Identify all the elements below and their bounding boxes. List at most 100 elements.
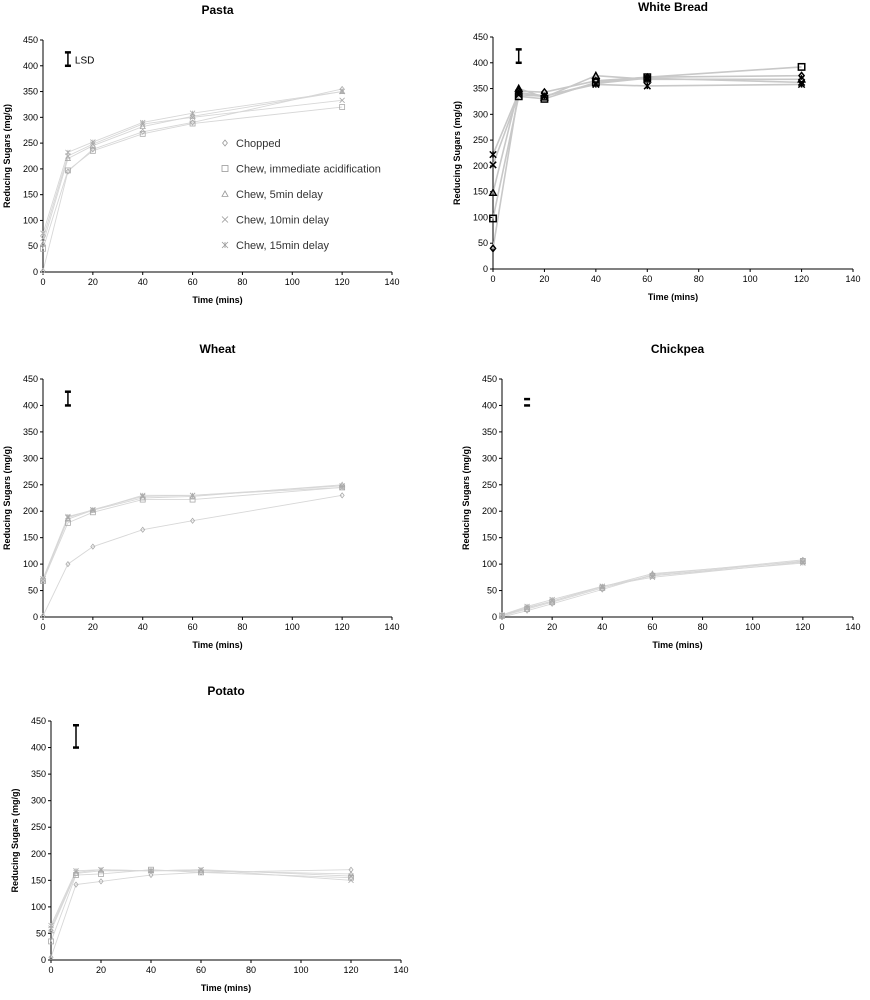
x-tick-label: 120 <box>335 277 350 287</box>
data-point-star <box>148 867 154 874</box>
data-point-triangle <box>64 155 72 161</box>
x-tick-label: 60 <box>642 274 652 284</box>
x-tick-label: 60 <box>188 277 198 287</box>
chart-title: Potato <box>207 684 244 698</box>
data-point-star <box>198 866 204 873</box>
lsd-label: LSD <box>75 55 94 66</box>
data-point-square <box>221 165 229 172</box>
data-point-triangle <box>591 70 601 79</box>
x-tick-label: 20 <box>88 622 98 632</box>
x-tick-label: 120 <box>795 622 810 632</box>
y-tick-label: 200 <box>482 506 497 516</box>
y-tick-label: 300 <box>482 453 497 463</box>
data-point-diamond <box>190 517 196 524</box>
y-tick-label: 0 <box>483 264 488 274</box>
y-tick-label: 0 <box>33 267 38 277</box>
data-point-diamond <box>489 243 497 253</box>
y-tick-label: 450 <box>473 32 488 42</box>
data-point-x <box>221 216 229 223</box>
data-point-x <box>348 877 354 884</box>
series-line <box>50 870 352 931</box>
y-tick-label: 250 <box>23 480 38 490</box>
data-point-star <box>65 513 71 520</box>
y-tick-label: 350 <box>23 427 38 437</box>
data-point-square <box>65 167 71 174</box>
chart-wheat: Wheat 0 50 100 150 200 250 300 350 400 450 0 20 40 60 8… <box>2 342 400 650</box>
chart-title: Wheat <box>200 342 236 356</box>
y-tick-label: 200 <box>23 506 38 516</box>
x-tick-label: 20 <box>88 277 98 287</box>
legend-entry-label: Chew, 5min delay <box>236 189 323 201</box>
y-tick-label: 150 <box>23 190 38 200</box>
data-point-diamond <box>190 119 196 126</box>
data-point-triangle <box>599 583 606 590</box>
chart-potato: Potato 0 50 100 150 200 250 300 350 400 450 0 20 40 60… <box>10 684 409 993</box>
x-tick-label: 100 <box>293 965 308 975</box>
x-tick-label: 60 <box>188 622 198 632</box>
data-point-diamond <box>40 267 46 275</box>
x-tick-label: 120 <box>794 274 809 284</box>
data-point-diamond <box>140 526 146 533</box>
series-line <box>501 561 803 616</box>
data-point-x <box>40 235 46 242</box>
x-tick-label: 60 <box>196 965 206 975</box>
data-point-square <box>48 938 54 945</box>
data-point-star <box>549 596 555 603</box>
y-tick-label: 450 <box>23 35 38 45</box>
series-line <box>492 74 802 249</box>
data-point-triangle <box>488 187 498 197</box>
series-line <box>50 869 352 958</box>
y-axis-label: Reducing Sugars (mg/g) <box>2 104 12 208</box>
y-tick-label: 350 <box>482 427 497 437</box>
data-point-x <box>643 74 652 82</box>
y-tick-label: 250 <box>23 138 38 148</box>
y-tick-label: 400 <box>23 400 38 410</box>
x-axis-label: Time (mins) <box>652 640 702 650</box>
data-point-diamond <box>40 612 46 620</box>
data-point-star <box>797 80 806 89</box>
series-line <box>501 560 803 617</box>
x-tick-label: 120 <box>343 965 358 975</box>
data-point-star <box>65 149 71 156</box>
data-point-star <box>98 866 104 873</box>
series-line <box>492 74 802 193</box>
data-point-triangle <box>39 240 47 247</box>
data-point-square <box>797 62 806 71</box>
y-tick-label: 150 <box>473 187 488 197</box>
y-tick-label: 300 <box>31 796 46 806</box>
x-tick-label: 20 <box>547 622 557 632</box>
data-point-star <box>40 576 46 582</box>
x-tick-label: 40 <box>591 274 601 284</box>
x-tick-label: 0 <box>499 622 504 632</box>
x-tick-label: 40 <box>146 965 156 975</box>
legend-entry-label: Chopped <box>236 138 281 150</box>
y-tick-label: 100 <box>473 212 488 222</box>
y-tick-label: 50 <box>36 928 46 938</box>
data-point-star <box>540 92 549 100</box>
series-line <box>501 562 803 616</box>
series-line <box>42 486 343 580</box>
y-tick-label: 50 <box>487 586 497 596</box>
y-tick-label: 350 <box>473 84 488 94</box>
chart-pasta: Pasta 0 50 100 150 200 250 300 350 400 450 0 20 40 60 8… <box>2 3 400 305</box>
series-line <box>50 869 352 926</box>
x-tick-label: 140 <box>845 274 860 284</box>
legend-entry-label: Chew, 15min delay <box>236 240 329 252</box>
data-point-diamond <box>73 881 79 888</box>
y-tick-label: 100 <box>23 559 38 569</box>
data-point-triangle <box>221 190 229 197</box>
data-point-diamond <box>65 560 71 568</box>
y-tick-label: 200 <box>31 849 46 859</box>
y-tick-label: 450 <box>23 374 38 384</box>
x-tick-label: 140 <box>384 277 399 287</box>
x-axis-label: Time (mins) <box>648 292 698 302</box>
data-point-square <box>339 104 346 110</box>
chart-title: White Bread <box>638 0 708 14</box>
y-tick-label: 300 <box>473 109 488 119</box>
legend: Chopped Chew, immediate acidification Chew… <box>221 138 381 252</box>
series-line <box>42 88 343 272</box>
x-axis-label: Time (mins) <box>192 295 242 305</box>
x-tick-label: 140 <box>393 965 408 975</box>
series-line <box>42 494 343 617</box>
x-tick-label: 140 <box>384 622 399 632</box>
